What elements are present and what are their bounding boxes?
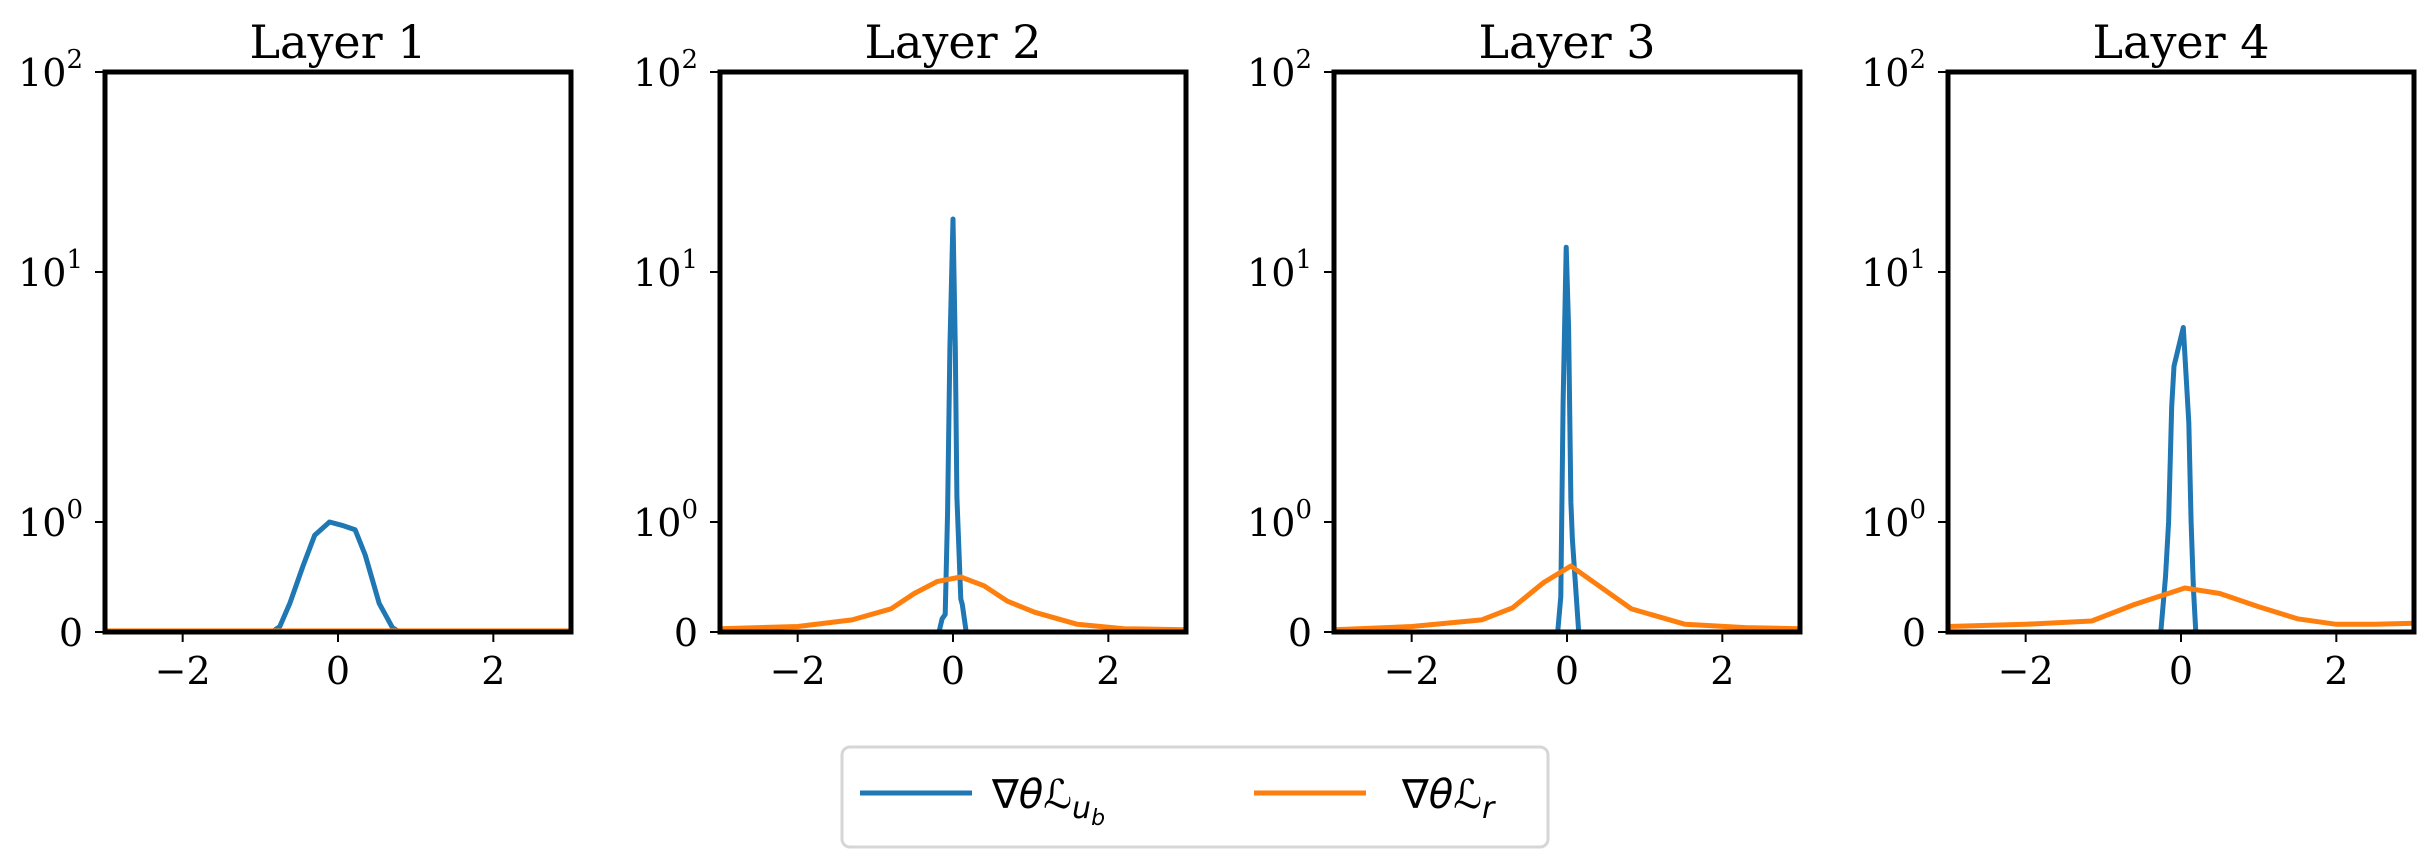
y-tick-base: 0 [1288, 611, 1312, 655]
legend-label-sub: u [1072, 791, 1091, 826]
y-tick-label: 102 [18, 45, 83, 95]
y-tick-exponent: 0 [1295, 495, 1312, 525]
panel-title: Layer 2 [864, 15, 1041, 69]
panel-title: Layer 1 [249, 15, 426, 69]
series-line-grad-ub [105, 519, 571, 632]
x-tick-label: 2 [1096, 649, 1120, 693]
y-tick-base: 10 [1247, 251, 1295, 295]
y-tick-label: 100 [18, 495, 83, 545]
y-tick-exponent: 1 [681, 245, 698, 275]
y-tick-label: 100 [633, 495, 698, 545]
legend: ∇θℒub ∇θℒr [840, 745, 1550, 849]
y-tick-base: 0 [59, 611, 83, 655]
x-tick-label: 2 [481, 649, 505, 693]
y-tick-base: 10 [633, 501, 681, 545]
series-line-grad-ub [1948, 325, 2414, 632]
y-tick-label: 102 [1861, 45, 1926, 95]
y-tick-label: 101 [18, 245, 83, 295]
legend-frame [840, 745, 1550, 849]
x-tick-label: −2 [770, 649, 826, 693]
y-tick-base: 0 [1902, 611, 1926, 655]
legend-label-subsub: b [1091, 806, 1105, 831]
x-tick-label: 0 [941, 649, 965, 693]
y-tick-label: 101 [1247, 245, 1312, 295]
y-tick-base: 10 [633, 51, 681, 95]
x-tick-label: 0 [1555, 649, 1579, 693]
y-tick-base: 10 [18, 51, 66, 95]
x-tick-label: 2 [2324, 649, 2348, 693]
series-line-grad-r [1948, 585, 2414, 629]
y-tick-label: 101 [633, 245, 698, 295]
y-tick-exponent: 1 [1909, 245, 1926, 275]
axes-frame [102, 69, 574, 635]
y-tick-base: 0 [674, 611, 698, 655]
y-tick-base: 10 [1861, 251, 1909, 295]
y-tick-base: 10 [633, 251, 681, 295]
y-tick-label: 0 [1288, 611, 1312, 655]
y-tick-label: 102 [1247, 45, 1312, 95]
y-tick-label: 100 [1247, 495, 1312, 545]
y-tick-exponent: 0 [681, 495, 698, 525]
x-tick-label: −2 [155, 649, 211, 693]
y-tick-label: 102 [633, 45, 698, 95]
y-tick-base: 10 [1247, 51, 1295, 95]
legend-label-grad-r: ∇θℒr [1401, 772, 1496, 826]
y-tick-base: 10 [1861, 51, 1909, 95]
y-tick-exponent: 1 [1295, 245, 1312, 275]
y-tick-base: 10 [18, 251, 66, 295]
y-tick-base: 10 [1247, 501, 1295, 545]
legend-label-main: ∇θℒ [1401, 772, 1482, 818]
panel-title: Layer 3 [1478, 15, 1655, 69]
y-tick-exponent: 2 [1909, 45, 1926, 75]
series-line-grad-r [720, 574, 1186, 632]
x-tick-label: 2 [1710, 649, 1734, 693]
x-tick-label: −2 [1998, 649, 2054, 693]
axes-frame [1945, 69, 2417, 635]
panel-title: Layer 4 [2092, 15, 2269, 69]
y-tick-base: 10 [1861, 501, 1909, 545]
y-tick-label: 0 [59, 611, 83, 655]
legend-label-main: ∇θℒ [991, 772, 1072, 818]
y-tick-exponent: 0 [66, 495, 83, 525]
y-tick-exponent: 2 [66, 45, 83, 75]
y-tick-label: 101 [1861, 245, 1926, 295]
x-tick-label: 0 [326, 649, 350, 693]
series-line-grad-r [1334, 563, 1800, 632]
y-tick-label: 0 [674, 611, 698, 655]
y-tick-exponent: 2 [681, 45, 698, 75]
y-tick-base: 10 [18, 501, 66, 545]
series-line-grad-ub [720, 216, 1186, 632]
legend-label-grad-ub: ∇θℒub [991, 772, 1105, 831]
y-tick-exponent: 2 [1295, 45, 1312, 75]
series-line-grad-ub [1334, 244, 1800, 632]
y-tick-exponent: 0 [1909, 495, 1926, 525]
y-tick-label: 0 [1902, 611, 1926, 655]
y-tick-exponent: 1 [66, 245, 83, 275]
x-tick-label: −2 [1384, 649, 1440, 693]
legend-label-sub: r [1482, 791, 1496, 826]
x-tick-label: 0 [2169, 649, 2193, 693]
y-tick-label: 100 [1861, 495, 1926, 545]
